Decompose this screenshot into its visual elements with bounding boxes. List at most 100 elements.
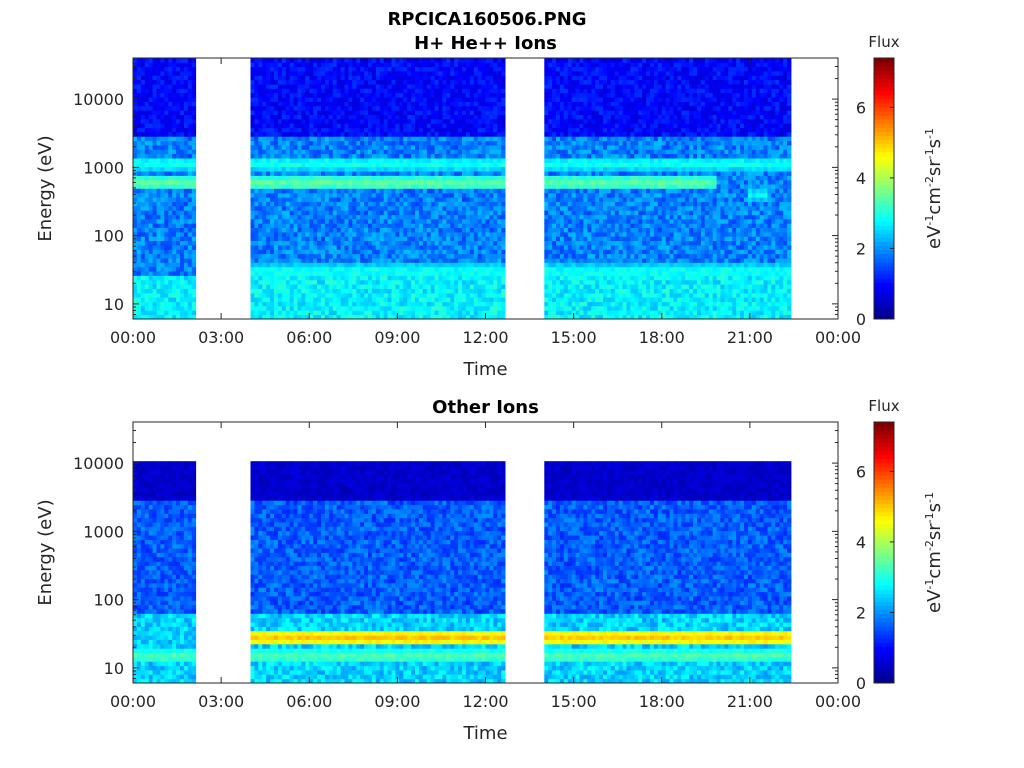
spectrogram-cell (293, 97, 298, 102)
spectrogram-cell (164, 114, 169, 120)
spectrogram-cell (430, 292, 435, 298)
spectrogram-cell (403, 266, 408, 272)
spectrogram-cell (160, 75, 165, 81)
spectrogram-cell (301, 275, 306, 281)
spectrogram-cell (274, 175, 279, 181)
spectrogram-cell (395, 258, 400, 263)
spectrogram-cell (430, 266, 435, 272)
spectrogram-cell (434, 92, 439, 98)
spectrogram-cell (473, 227, 479, 233)
spectrogram-cell (172, 240, 177, 246)
spectrogram-cell (281, 284, 287, 289)
spectrogram-cell (297, 175, 302, 181)
spectrogram-cell (485, 210, 490, 216)
spectrogram-cell (395, 92, 400, 98)
spectrogram-cell (469, 153, 475, 159)
spectrogram-cell (191, 97, 197, 102)
spectrogram-cell (501, 110, 506, 115)
spectrogram-cell (442, 158, 447, 163)
spectrogram-cell (183, 179, 189, 185)
spectrogram-cell (187, 171, 193, 176)
spectrogram-cell (152, 292, 157, 298)
spectrogram-cell (407, 97, 412, 102)
spectrogram-cell (250, 162, 255, 168)
spectrogram-cell (469, 101, 475, 107)
spectrogram-cell (383, 292, 388, 298)
spectrogram-cell (187, 132, 193, 137)
spectrogram-cell (434, 75, 439, 81)
spectrogram-cell (454, 79, 459, 85)
spectrogram-cell (152, 114, 157, 120)
spectrogram-cell (383, 101, 388, 107)
spectrogram-cell (462, 227, 467, 233)
spectrogram-cell (548, 218, 553, 224)
spectrogram-cell (277, 71, 283, 76)
spectrogram-cell (152, 218, 157, 224)
spectrogram-cell (285, 245, 291, 250)
spectrogram-cell (450, 205, 455, 211)
spectrogram-cell (324, 236, 330, 241)
spectrogram-cell (262, 284, 267, 289)
spectrogram-cell (332, 79, 338, 85)
spectrogram-cell (277, 188, 283, 194)
spectrogram-cell (191, 114, 197, 120)
spectrogram-cell (293, 288, 298, 294)
spectrogram-cell (172, 166, 177, 172)
spectrogram-cell (254, 175, 259, 181)
spectrogram-cell (344, 310, 349, 315)
spectrogram-cell (544, 175, 549, 181)
spectrogram-cell (172, 310, 177, 315)
spectrogram-cell (473, 258, 479, 263)
spectrogram-cell (156, 292, 161, 298)
spectrogram-cell (497, 158, 502, 163)
spectrogram-cell (168, 162, 173, 168)
spectrogram-cell (481, 75, 486, 81)
spectrogram-cell (501, 88, 506, 94)
spectrogram-cell (309, 97, 314, 102)
spectrogram-cell (364, 71, 369, 76)
spectrogram-cell (156, 158, 161, 163)
spectrogram-cell (403, 171, 408, 176)
spectrogram-cell (493, 58, 498, 63)
spectrogram-cell (411, 158, 416, 163)
spectrogram-cell (317, 227, 322, 233)
spectrogram-cell (407, 301, 412, 307)
spectrogram-cell (497, 171, 502, 176)
spectrogram-cell (434, 210, 439, 216)
spectrogram-cell (375, 149, 381, 155)
spectrogram-cell (281, 84, 287, 89)
spectrogram-cell (254, 310, 259, 315)
spectrogram-cell (274, 166, 279, 172)
spectrogram-cell (136, 92, 142, 98)
spectrogram-cell (266, 132, 271, 137)
spectrogram-cell (297, 245, 302, 250)
spectrogram-cell (391, 205, 396, 211)
spectrogram-cell (305, 127, 310, 133)
spectrogram-cell (438, 88, 443, 94)
spectrogram-cell (418, 179, 424, 185)
spectrogram-cell (418, 284, 424, 289)
spectrogram-cell (160, 118, 165, 124)
spectrogram-cell (552, 284, 557, 289)
spectrogram-cell (411, 214, 416, 220)
spectrogram-cell (270, 97, 275, 102)
spectrogram-cell (313, 97, 318, 102)
spectrogram-cell (274, 127, 279, 133)
spectrogram-cell (387, 92, 392, 98)
spectrogram-cell (250, 240, 255, 246)
spectrogram-cell (368, 271, 373, 276)
spectrogram-cell (133, 188, 138, 194)
spectrogram-cell (403, 179, 408, 185)
spectrogram-cell (140, 236, 146, 241)
spectrogram-cell (418, 275, 424, 281)
spectrogram-cell (356, 197, 361, 202)
spectrogram-cell (136, 123, 142, 129)
spectrogram-cell (289, 188, 294, 194)
spectrogram-cell (321, 227, 326, 233)
spectrogram-cell (434, 205, 439, 211)
spectrogram-cell (309, 253, 314, 259)
spectrogram-cell (187, 236, 193, 241)
spectrogram-cell (422, 201, 428, 207)
spectrogram-cell (481, 214, 486, 220)
spectrogram-cell (340, 227, 345, 233)
